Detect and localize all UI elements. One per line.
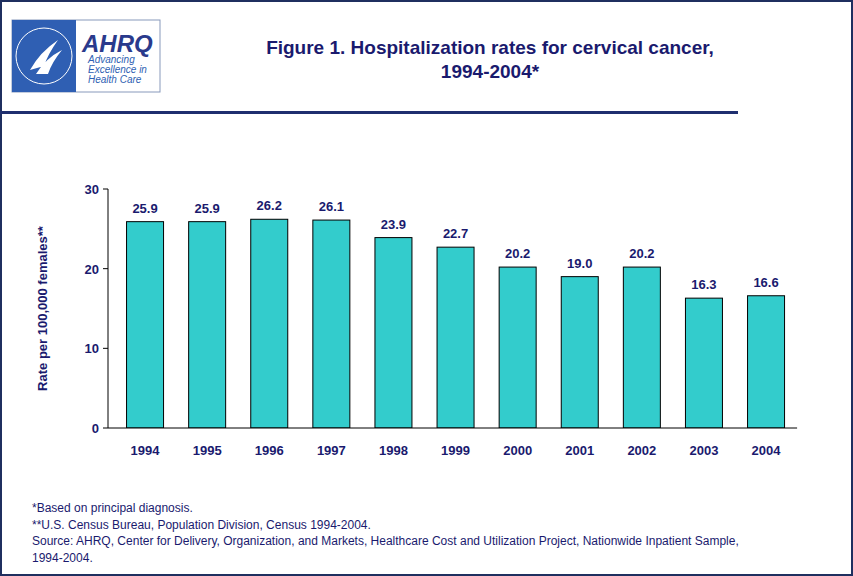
data-label: 16.3 [691, 277, 716, 292]
hhs-ring [16, 28, 72, 84]
bar [313, 220, 350, 428]
page-border [1, 1, 852, 575]
bar [189, 222, 226, 428]
x-tick-label: 1995 [193, 443, 222, 458]
x-tick-label: 2003 [689, 443, 718, 458]
logo: AHRQAdvancingExcellence inHealth Care [12, 20, 160, 92]
x-tick-label: 2001 [565, 443, 594, 458]
data-label: 25.9 [132, 201, 157, 216]
x-tick-label: 1999 [441, 443, 470, 458]
x-tick-label: 1997 [317, 443, 346, 458]
y-tick [103, 268, 108, 269]
background [0, 0, 853, 576]
bar [748, 296, 785, 428]
x-axis [108, 428, 797, 429]
x-tick-label: 1998 [379, 443, 408, 458]
header-rule [0, 111, 738, 114]
footnote: 1994-2004. [32, 551, 93, 565]
logo-tagline: Health Care [88, 74, 142, 85]
bar [685, 298, 722, 428]
y-tick-label: 0 [92, 421, 99, 436]
data-label: 20.2 [505, 246, 530, 261]
x-tick-label: 2000 [503, 443, 532, 458]
data-label: 23.9 [381, 217, 406, 232]
bar [127, 222, 164, 428]
hhs-eagle [30, 40, 62, 74]
x-tick-label: 1996 [255, 443, 284, 458]
data-label: 26.1 [319, 199, 344, 214]
data-label: 22.7 [443, 226, 468, 241]
data-label: 20.2 [629, 246, 654, 261]
data-label: 25.9 [194, 201, 219, 216]
footnote: **U.S. Census Bureau, Population Divisio… [32, 518, 371, 532]
bar [375, 238, 412, 428]
footnote: Source: AHRQ, Center for Delivery, Organ… [32, 534, 739, 548]
bar [437, 247, 474, 428]
bar [623, 267, 660, 428]
bar [251, 219, 288, 428]
x-tick-label: 2004 [752, 443, 782, 458]
title: Figure 1. Hospitalization rates for cerv… [266, 37, 714, 58]
y-axis-label: Rate per 100,000 females** [35, 225, 50, 391]
footnote: *Based on principal diagnosis. [32, 501, 193, 515]
hhs-mark [12, 20, 76, 92]
title: 1994-2004* [441, 61, 540, 82]
data-label: 16.6 [753, 275, 778, 290]
chart: AHRQAdvancingExcellence inHealth Care Fig… [0, 0, 853, 576]
data-label: 19.0 [567, 256, 592, 271]
y-tick [103, 428, 108, 429]
x-tick-label: 2002 [627, 443, 656, 458]
y-axis [108, 189, 109, 428]
logo-frame [12, 20, 160, 92]
x-tick-label: 1994 [131, 443, 161, 458]
bar [499, 267, 536, 428]
y-tick-label: 30 [85, 182, 99, 197]
y-tick [103, 348, 108, 349]
y-tick-label: 10 [85, 341, 99, 356]
y-tick-label: 20 [85, 262, 99, 277]
logo-name: AHRQ [81, 30, 153, 57]
bars [127, 219, 785, 428]
bar [561, 277, 598, 428]
data-label: 26.2 [257, 198, 282, 213]
y-tick [103, 189, 108, 190]
